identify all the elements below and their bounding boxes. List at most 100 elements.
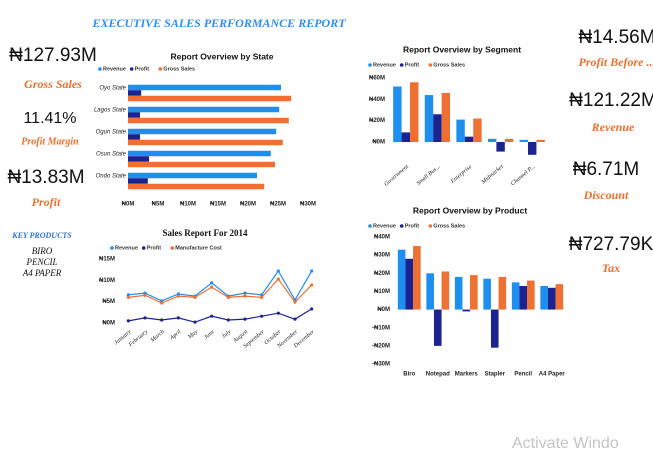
bar bbox=[536, 139, 545, 142]
bar bbox=[456, 119, 465, 142]
y-tick-label: Lagos State bbox=[94, 108, 127, 114]
bar bbox=[504, 138, 514, 142]
line-point bbox=[226, 318, 230, 322]
bar bbox=[128, 84, 281, 91]
bar bbox=[433, 309, 442, 346]
bar bbox=[397, 249, 406, 310]
kpi-label: Revenue bbox=[591, 120, 635, 134]
y-tick-label: ₦10M bbox=[374, 289, 390, 295]
bar bbox=[128, 95, 292, 102]
line-point bbox=[310, 307, 314, 311]
line-point bbox=[210, 285, 214, 289]
x-tick-label: April bbox=[168, 329, 182, 342]
y-tick-label: Ogun State bbox=[96, 130, 127, 136]
line-point bbox=[293, 317, 297, 321]
x-tick-label: ₦30M bbox=[300, 202, 316, 208]
line-point bbox=[276, 311, 280, 315]
bar bbox=[462, 309, 471, 312]
line-point bbox=[310, 283, 314, 287]
bar bbox=[441, 271, 450, 310]
y-tick-label: Oyo State bbox=[99, 86, 126, 92]
x-tick-label: Small Bus... bbox=[416, 164, 442, 187]
key-product: PENCIL bbox=[25, 257, 57, 267]
bar bbox=[128, 117, 289, 124]
x-tick-label: ₦10M bbox=[180, 202, 196, 208]
chart-title: Report Overview by Segment bbox=[403, 44, 521, 54]
bar bbox=[128, 183, 265, 190]
y-tick-label: Osun State bbox=[96, 152, 127, 158]
key-products-title: KEY PRODUCTS bbox=[11, 231, 72, 240]
y-tick-label: ₦10M bbox=[99, 278, 115, 284]
bar bbox=[128, 172, 257, 179]
x-tick-label: June bbox=[203, 329, 216, 341]
line bbox=[128, 278, 313, 304]
y-tick-label: -₦30M bbox=[372, 362, 390, 368]
watermark: Activate Windo bbox=[512, 435, 619, 451]
line-point bbox=[193, 295, 197, 299]
y-tick-label: -₦10M bbox=[372, 325, 390, 331]
line-point bbox=[293, 300, 297, 304]
legend-swatch bbox=[368, 224, 372, 228]
chart-title: Sales Report For 2014 bbox=[162, 228, 248, 238]
line-point bbox=[143, 316, 147, 320]
line-point bbox=[160, 318, 164, 322]
bar bbox=[393, 86, 402, 142]
bar bbox=[128, 156, 149, 162]
report-title: EXECUTIVE SALES PERFORMANCE REPORT bbox=[91, 16, 346, 30]
key-product: BIRO bbox=[32, 246, 53, 256]
line-point bbox=[243, 294, 247, 298]
line-point bbox=[143, 293, 147, 297]
line-point bbox=[126, 293, 130, 297]
legend-swatch bbox=[368, 63, 372, 67]
bar bbox=[519, 285, 528, 310]
kpi-value: ₦127.93M bbox=[9, 45, 97, 66]
bar bbox=[128, 112, 140, 118]
bar bbox=[401, 132, 411, 142]
bar bbox=[128, 161, 275, 168]
bar bbox=[498, 276, 507, 310]
line-point bbox=[126, 295, 130, 299]
line-point bbox=[276, 269, 280, 273]
legend-swatch bbox=[110, 246, 114, 250]
x-tick-label: A4 Paper bbox=[539, 372, 566, 378]
bar bbox=[527, 142, 537, 155]
line-point bbox=[210, 281, 214, 285]
line bbox=[128, 269, 313, 302]
line-point bbox=[193, 320, 197, 324]
bar bbox=[483, 278, 491, 310]
kpi-label: Discount bbox=[583, 188, 629, 202]
y-tick-label: -₦20M bbox=[372, 343, 390, 349]
bar bbox=[490, 309, 499, 348]
y-tick-label: ₦0M bbox=[102, 321, 115, 327]
legend-label: Gross Sales bbox=[163, 66, 195, 72]
kpi-value: ₦727.79K bbox=[569, 234, 653, 255]
x-tick-label: ₦20M bbox=[240, 202, 256, 208]
bar bbox=[433, 114, 442, 142]
legend-label: Profit bbox=[405, 223, 420, 229]
line-point bbox=[210, 314, 214, 318]
x-tick-label: ₦15M bbox=[210, 202, 226, 208]
x-tick-label: July bbox=[221, 329, 233, 340]
kpi-label: Profit Margin bbox=[21, 136, 79, 147]
kpi-value: ₦121.22M bbox=[569, 90, 653, 111]
bar bbox=[473, 118, 482, 142]
legend-swatch bbox=[428, 63, 433, 67]
y-tick-label: ₦15M bbox=[99, 257, 115, 263]
legend-label: Gross Sales bbox=[433, 62, 465, 68]
legend-label: Revenue bbox=[373, 223, 396, 229]
y-tick-label: ₦60M bbox=[369, 76, 385, 82]
y-tick-label: ₦20M bbox=[369, 118, 385, 124]
legend-label: Revenue bbox=[103, 66, 126, 72]
legend-label: Revenue bbox=[115, 245, 138, 251]
kpi-value: ₦14.56M bbox=[578, 27, 653, 48]
bar bbox=[511, 282, 520, 310]
x-tick-label: Biro bbox=[403, 372, 415, 378]
x-tick-label: Government bbox=[383, 164, 410, 188]
x-tick-label: ₦5M bbox=[152, 202, 165, 208]
bar bbox=[527, 280, 535, 310]
x-tick-label: Pencil bbox=[514, 372, 532, 378]
bar bbox=[128, 134, 140, 140]
line-point bbox=[126, 319, 130, 323]
bar bbox=[128, 106, 280, 113]
